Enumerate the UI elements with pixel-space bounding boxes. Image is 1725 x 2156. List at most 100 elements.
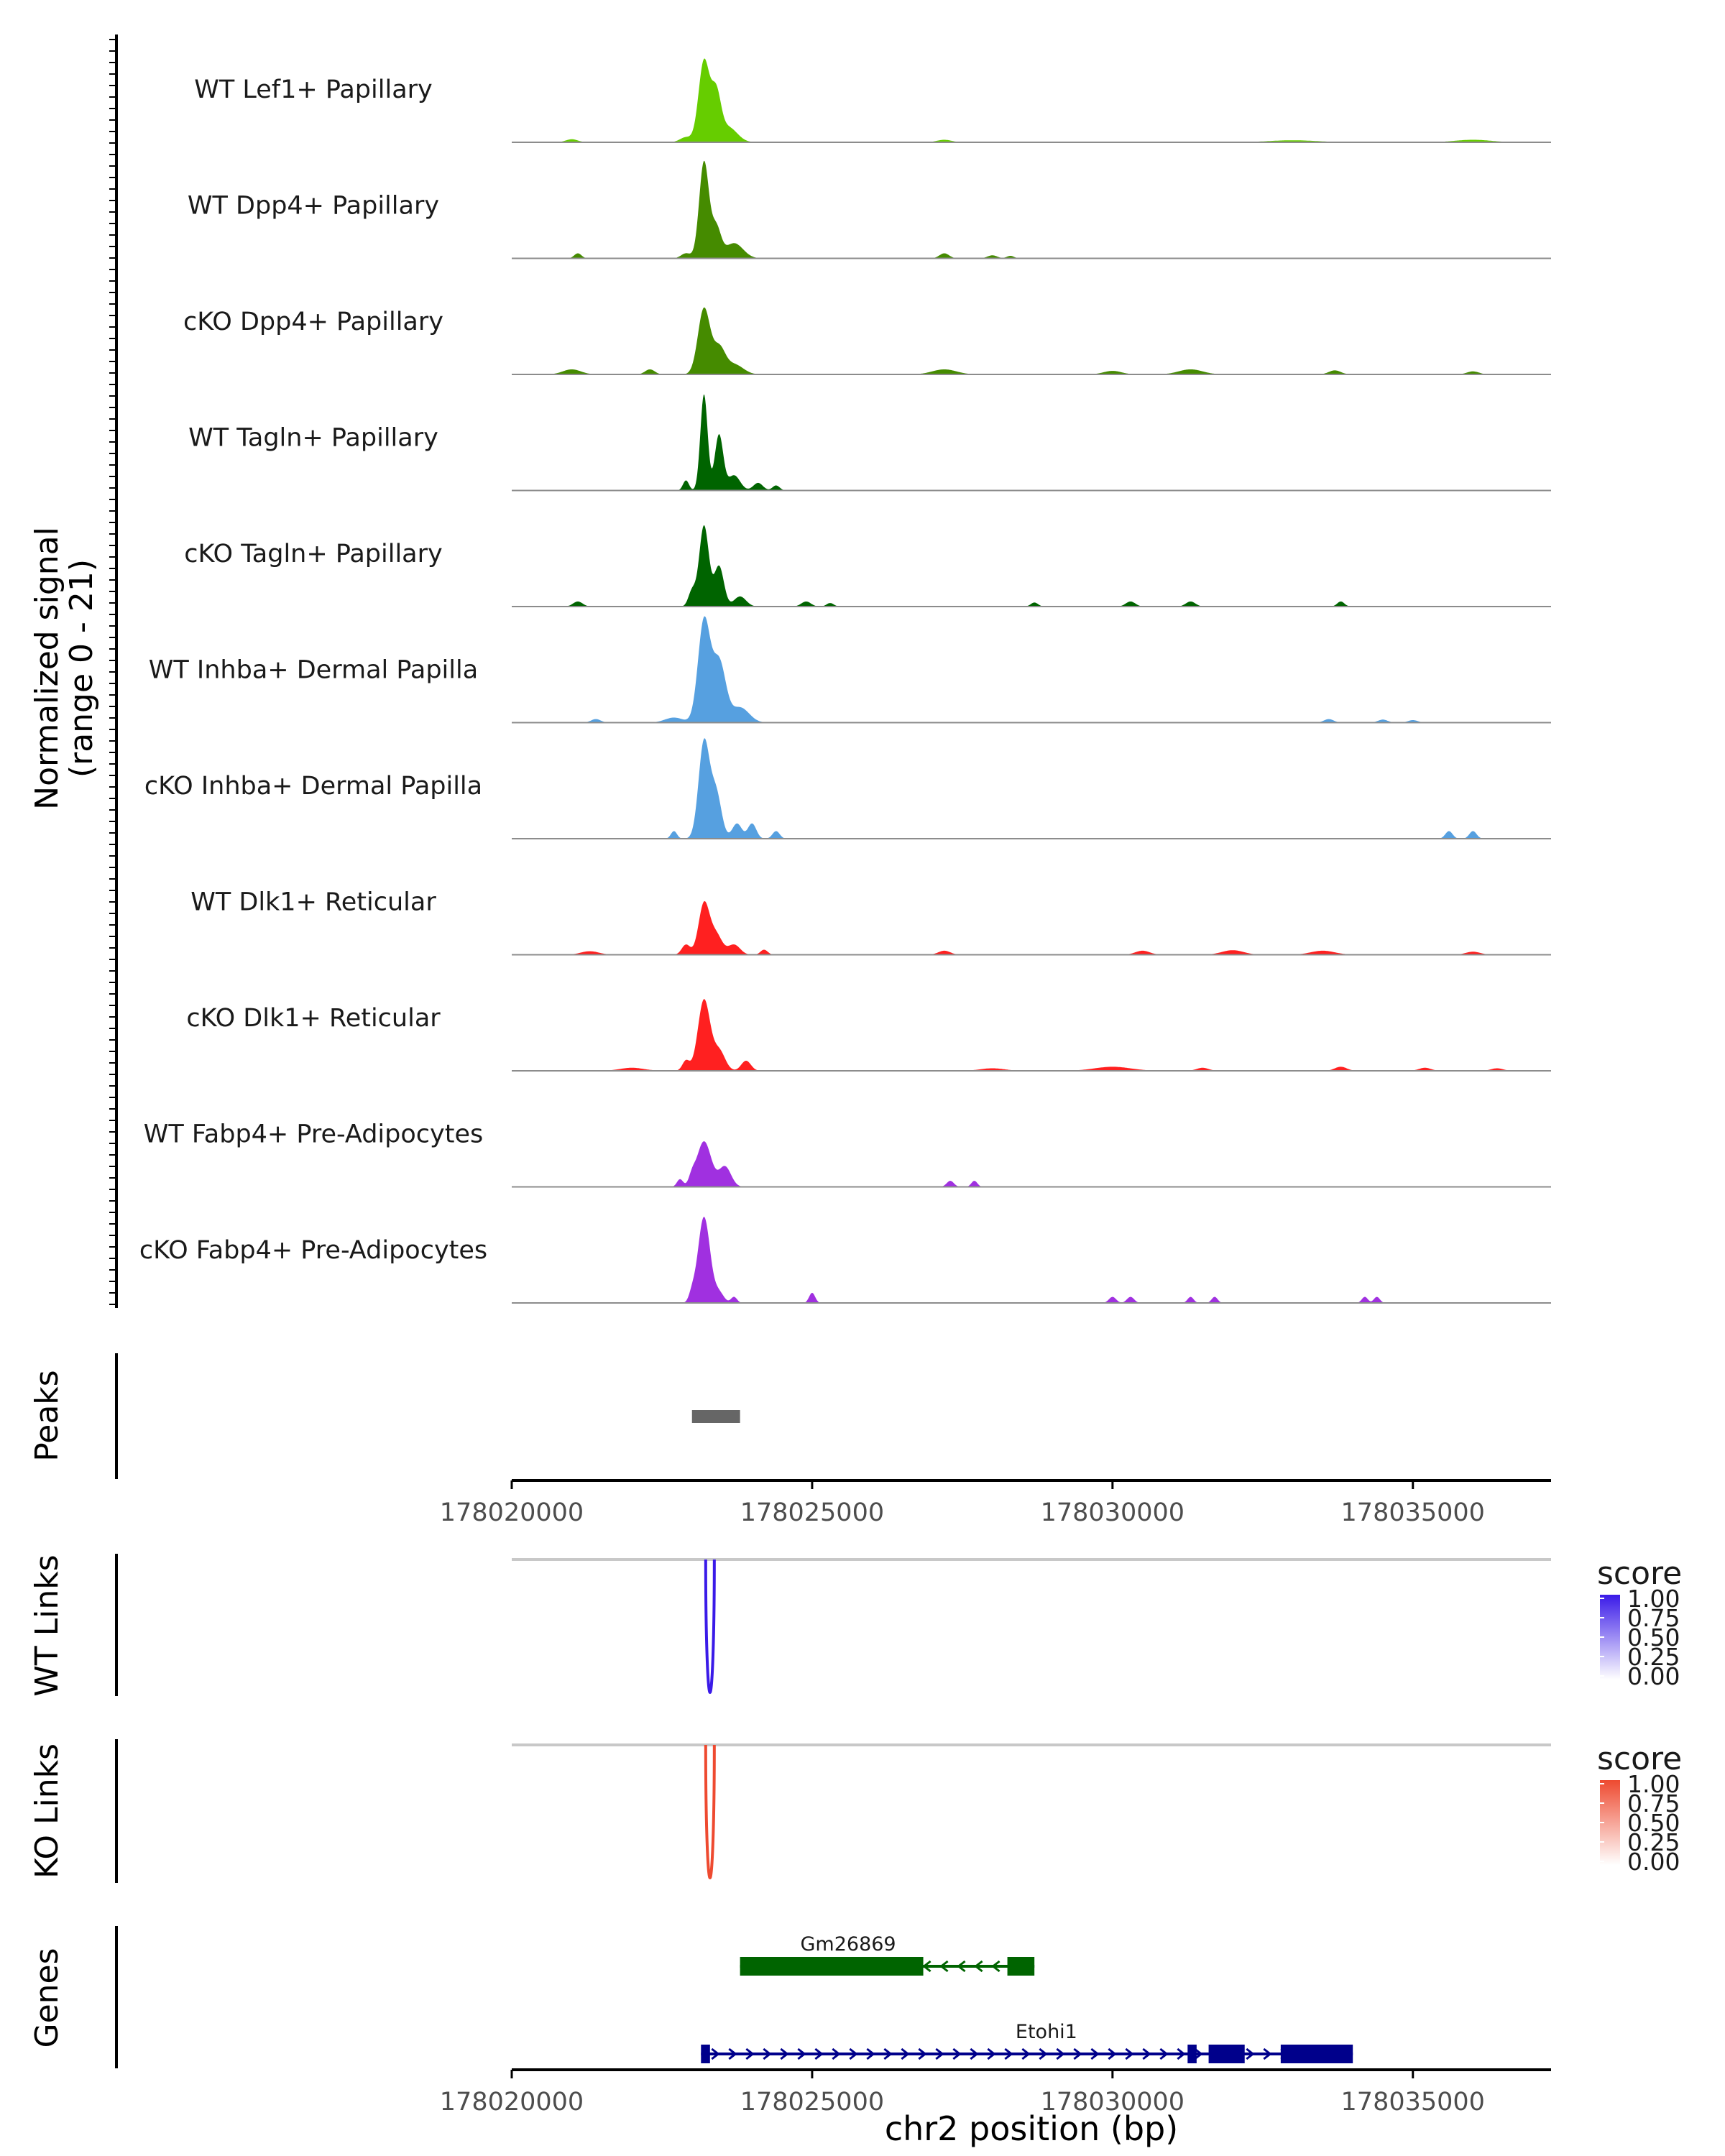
track-label: cKO Inhba+ Dermal Papilla (144, 772, 482, 801)
legend-title: score (1597, 1555, 1682, 1592)
coverage-track: WT Dpp4+ Papillary (188, 160, 1551, 259)
track-label: WT Dpp4+ Papillary (188, 192, 439, 221)
x-axis-tick-label: 178030000 (1041, 1498, 1184, 1527)
link-arc (704, 1744, 716, 1880)
legend-tick-label: 0.75 (1627, 1604, 1680, 1632)
strand-arrow (814, 2047, 824, 2060)
peak-interval (691, 1410, 740, 1423)
strand-arrow (780, 2047, 789, 2060)
track-label: cKO Dlk1+ Reticular (186, 1004, 441, 1033)
strand-arrow (1159, 2047, 1169, 2060)
peaks-track (691, 1410, 740, 1423)
strand-arrow (974, 1960, 983, 1973)
legend-tick-label: 0.50 (1627, 1623, 1680, 1651)
legend-title: score (1597, 1741, 1682, 1777)
strand-arrow (1021, 2047, 1031, 2060)
x-axis-top-ticks: 178020000 178025000 178030000 178035000 (440, 1480, 1485, 1527)
strand-arrow (745, 2047, 755, 2060)
strand-arrow (711, 2047, 720, 2060)
link-arc (704, 1559, 716, 1695)
ko-links-track (704, 1744, 716, 1880)
gene-model: Etohi1 (701, 2021, 1353, 2063)
track-label: WT Fabp4+ Pre-Adipocytes (144, 1120, 483, 1149)
coverage-signal-area (512, 616, 1551, 723)
legend-tick-label: 0.00 (1627, 1848, 1680, 1876)
strand-arrow (1263, 2047, 1272, 2060)
strand-arrow (849, 2047, 858, 2060)
strand-arrow (797, 2047, 806, 2060)
coverage-track: WT Tagln+ Papillary (188, 395, 1551, 492)
strand-arrow (957, 1960, 966, 1973)
coverage-signal-area (512, 58, 1551, 142)
x-axis-tick-label: 178035000 (1341, 1498, 1485, 1527)
genes-track: Gm26869 Etohi1 (701, 1933, 1353, 2063)
gene-model: Gm26869 (740, 1933, 1035, 1976)
x-axis-tick-label: 178025000 (740, 2088, 884, 2116)
strand-arrow (1142, 2047, 1151, 2060)
track-label: cKO Dpp4+ Papillary (183, 308, 443, 336)
strand-arrow (883, 2047, 893, 2060)
strand-arrow (1177, 2047, 1186, 2060)
strand-arrow (922, 1960, 932, 1973)
coverage-track: cKO Fabp4+ Pre-Adipocytes (139, 1217, 1551, 1304)
strand-arrow (918, 2047, 927, 2060)
coverage-track: cKO Dlk1+ Reticular (186, 999, 1551, 1072)
strand-arrow (901, 2047, 910, 2060)
legend-tick-label: 1.00 (1627, 1770, 1680, 1798)
gene-exon (1208, 2045, 1245, 2063)
coverage-track: WT Lef1+ Papillary (194, 58, 1551, 143)
coverage-track: cKO Inhba+ Dermal Papilla (144, 738, 1551, 839)
coverage-track: WT Fabp4+ Pre-Adipocytes (144, 1120, 1551, 1188)
track-label: cKO Fabp4+ Pre-Adipocytes (139, 1236, 487, 1265)
peaks-track-label: Peaks (29, 1370, 65, 1461)
x-axis-tick-label: 178025000 (740, 1498, 884, 1527)
coverage-y-axis-ticks (109, 39, 116, 1305)
x-axis-tick-label: 178035000 (1341, 2088, 1485, 2116)
coverage-track: WT Dlk1+ Reticular (190, 888, 1551, 956)
strand-arrow (1056, 2047, 1065, 2060)
strand-arrow (832, 2047, 841, 2060)
legend-tick-label: 1.00 (1627, 1585, 1680, 1613)
track-label: cKO Tagln+ Papillary (184, 540, 443, 568)
strand-arrow (1039, 2047, 1048, 2060)
coverage-signal-area (512, 395, 1551, 491)
legend-tick-label: 0.25 (1627, 1643, 1680, 1671)
strand-arrow (970, 2047, 979, 2060)
x-axis-tick-label: 178020000 (440, 1498, 584, 1527)
coverage-y-label-line1: Normalized signal (29, 527, 65, 810)
strand-arrow (1108, 2047, 1117, 2060)
strand-arrow (991, 1960, 1000, 1973)
strand-arrow (1004, 2047, 1013, 2060)
strand-arrow (866, 2047, 875, 2060)
strand-arrow (1073, 2047, 1082, 2060)
strand-arrow (763, 2047, 772, 2060)
coverage-track: WT Inhba+ Dermal Papilla (149, 616, 1551, 724)
strand-arrow (952, 2047, 962, 2060)
wt-links-track (704, 1559, 716, 1695)
track-label: WT Lef1+ Papillary (194, 75, 433, 104)
gene-exon (1280, 2045, 1353, 2063)
x-axis-tick-label: 178020000 (440, 2088, 584, 2116)
strand-arrow (935, 2047, 944, 2060)
gene-exon (740, 1957, 924, 1976)
coverage-tracks: WT Lef1+ Papillary WT Dpp4+ Papillary cKO … (139, 58, 1551, 1304)
legend-tick-label: 0.50 (1627, 1809, 1680, 1837)
strand-arrow (1246, 2047, 1255, 2060)
gene-exon (701, 2045, 710, 2063)
track-label: WT Dlk1+ Reticular (190, 888, 436, 917)
coverage-y-label-line2: (range 0 - 21) (63, 559, 100, 778)
ko-links-label: KO Links (29, 1743, 65, 1879)
genes-track-label: Genes (29, 1948, 65, 2047)
strand-arrow (1194, 2047, 1203, 2060)
x-axis-tick-label: 178030000 (1041, 2088, 1184, 2116)
legend-tick-label: 0.00 (1627, 1662, 1680, 1690)
track-label: WT Inhba+ Dermal Papilla (149, 656, 478, 685)
x-axis-title: chr2 position (bp) (885, 2109, 1178, 2148)
gene-exon (1187, 2045, 1197, 2063)
strand-arrow (939, 1960, 949, 1973)
legend-tick-label: 0.75 (1627, 1789, 1680, 1818)
